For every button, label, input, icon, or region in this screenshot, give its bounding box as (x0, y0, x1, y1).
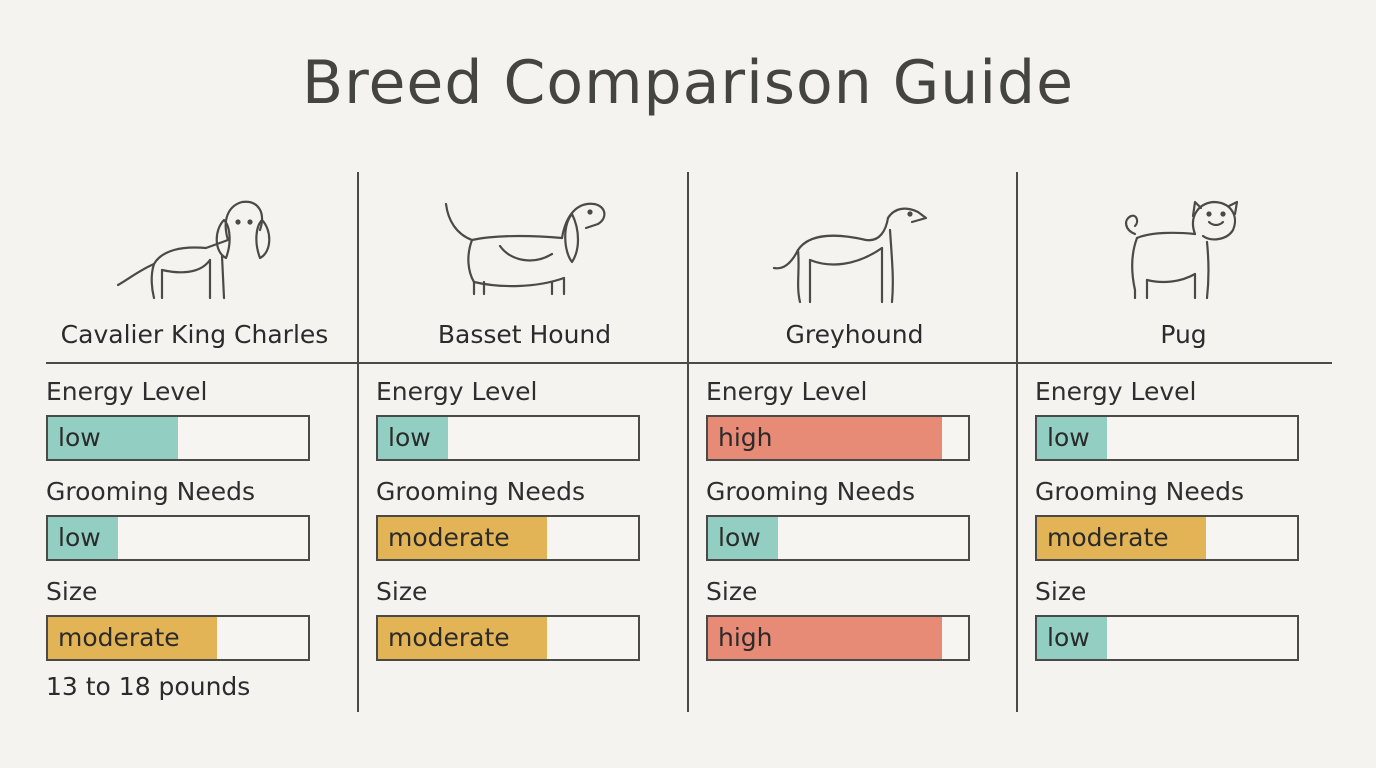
breed-column-greyhound: Greyhound Energy Level high Grooming Nee… (690, 172, 1019, 712)
level-value: moderate (388, 523, 510, 552)
level-value: high (718, 423, 773, 452)
level-bar: low (376, 415, 640, 461)
column-divider (1016, 172, 1018, 712)
level-bar: low (46, 415, 310, 461)
size-metric: Size low (1035, 577, 1335, 677)
size-metric: Size high (706, 577, 1006, 677)
level-value: low (388, 423, 431, 452)
metric-label: Size (376, 577, 428, 606)
breed-name: Pug (1160, 320, 1207, 349)
weight-note: 13 to 18 pounds (46, 672, 251, 701)
level-value: low (1047, 423, 1090, 452)
level-value: moderate (388, 623, 510, 652)
metric-label: Size (1035, 577, 1087, 606)
level-bar: low (1035, 615, 1299, 661)
greyhound-icon (770, 190, 940, 310)
level-bar: moderate (376, 515, 640, 561)
metric-label: Energy Level (1035, 377, 1197, 406)
metric-label: Size (706, 577, 758, 606)
level-bar: low (706, 515, 970, 561)
level-bar-fill (1037, 617, 1108, 659)
level-bar-fill (708, 617, 942, 659)
grooming-needs-metric: Grooming Needs low (706, 477, 1006, 577)
level-value: low (58, 523, 101, 552)
pug-icon (1099, 190, 1269, 310)
level-bar-fill (1037, 517, 1206, 559)
basset-hound-icon (440, 190, 610, 310)
energy-level-metric: Energy Level low (376, 377, 676, 477)
energy-level-metric: Energy Level low (46, 377, 346, 477)
metric-label: Energy Level (706, 377, 868, 406)
breed-column-pug: Pug Energy Level low Grooming Needs mode… (1019, 172, 1348, 712)
metric-label: Energy Level (376, 377, 538, 406)
metric-label: Grooming Needs (376, 477, 586, 506)
level-bar-fill (1037, 417, 1108, 459)
level-value: low (1047, 623, 1090, 652)
metric-label: Size (46, 577, 98, 606)
level-bar-fill (48, 417, 178, 459)
level-value: low (718, 523, 761, 552)
energy-level-metric: Energy Level high (706, 377, 1006, 477)
level-bar-fill (378, 617, 547, 659)
metric-label: Grooming Needs (706, 477, 916, 506)
size-metric: Size moderate (376, 577, 676, 677)
level-bar: high (706, 615, 970, 661)
level-bar-fill (378, 517, 547, 559)
header-divider (46, 362, 1332, 364)
level-bar: moderate (376, 615, 640, 661)
breed-column-basset-hound: Basset Hound Energy Level low Grooming N… (360, 172, 689, 712)
metric-label: Grooming Needs (1035, 477, 1245, 506)
level-bar: moderate (1035, 515, 1299, 561)
breed-name: Basset Hound (437, 320, 612, 349)
breed-name: Greyhound (785, 320, 924, 349)
energy-level-metric: Energy Level low (1035, 377, 1335, 477)
column-divider (687, 172, 689, 712)
level-bar-fill (708, 417, 942, 459)
level-bar-fill (378, 417, 449, 459)
level-bar-fill (48, 517, 119, 559)
level-value: high (718, 623, 773, 652)
grooming-needs-metric: Grooming Needs moderate (376, 477, 676, 577)
metric-label: Grooming Needs (46, 477, 256, 506)
level-bar: moderate (46, 615, 310, 661)
grooming-needs-metric: Grooming Needs moderate (1035, 477, 1335, 577)
level-value: moderate (1047, 523, 1169, 552)
page-title: Breed Comparison Guide (302, 48, 1074, 118)
cavalier-dog-icon (110, 190, 280, 310)
level-bar: high (706, 415, 970, 461)
level-value: moderate (58, 623, 180, 652)
size-metric: Size moderate (46, 577, 346, 677)
metric-label: Energy Level (46, 377, 208, 406)
level-value: low (58, 423, 101, 452)
level-bar-fill (708, 517, 779, 559)
level-bar-fill (48, 617, 217, 659)
grooming-needs-metric: Grooming Needs low (46, 477, 346, 577)
column-divider (357, 172, 359, 712)
breed-name: Cavalier King Charles (60, 320, 329, 349)
breed-column-cavalier: Cavalier King Charles Energy Level low G… (30, 172, 359, 712)
level-bar: low (1035, 415, 1299, 461)
level-bar: low (46, 515, 310, 561)
